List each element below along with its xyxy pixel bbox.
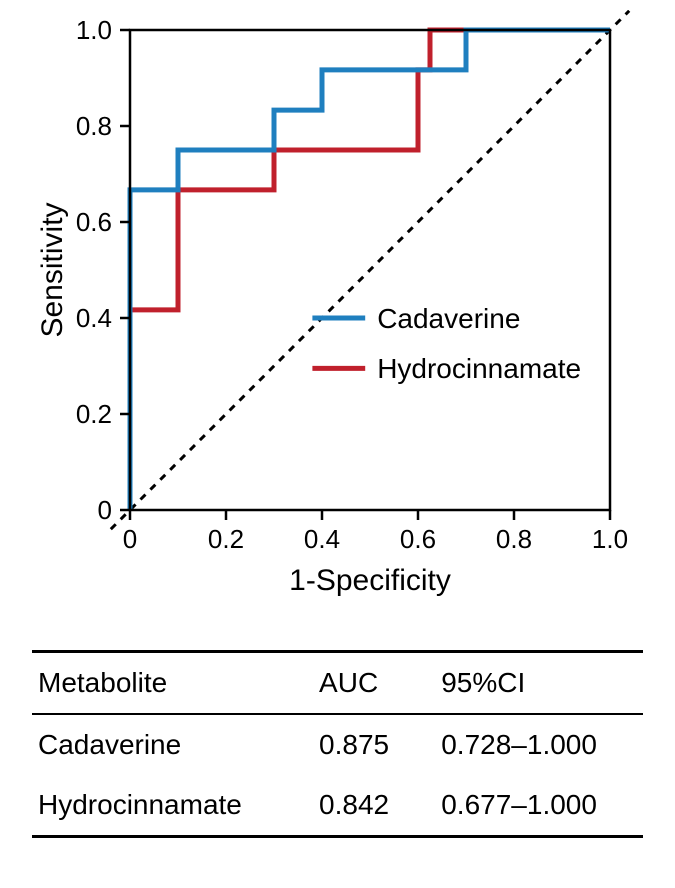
svg-text:1-Specificity: 1-Specificity [289, 564, 451, 597]
svg-text:0.6: 0.6 [76, 207, 112, 237]
svg-text:0.2: 0.2 [76, 399, 112, 429]
roc-chart-svg: 0 0.2 0.4 0.6 0.8 1.0 0 0.2 0.4 0.6 0.8 1.0 1-Specif… [40, 10, 650, 610]
svg-text:1.0: 1.0 [592, 524, 628, 554]
svg-text:Sensitivity: Sensitivity [40, 202, 69, 337]
svg-text:0.4: 0.4 [304, 524, 340, 554]
table-cell-metabolite: Cadaverine [32, 714, 313, 775]
table-header-row: Metabolite AUC 95%CI [32, 652, 643, 715]
table-header-metabolite: Metabolite [32, 652, 313, 715]
svg-text:Hydrocinnamate: Hydrocinnamate [377, 353, 581, 384]
table-cell-auc: 0.842 [313, 775, 435, 837]
svg-text:0.8: 0.8 [496, 524, 532, 554]
page-root: 0 0.2 0.4 0.6 0.8 1.0 0 0.2 0.4 0.6 0.8 1.0 1-Specif… [0, 0, 675, 888]
table-cell-metabolite: Hydrocinnamate [32, 775, 313, 837]
table-cell-ci: 0.728–1.000 [435, 714, 643, 775]
table-header-ci: 95%CI [435, 652, 643, 715]
svg-text:0.8: 0.8 [76, 111, 112, 141]
table-header-auc: AUC [313, 652, 435, 715]
svg-text:0: 0 [123, 524, 137, 554]
table-cell-auc: 0.875 [313, 714, 435, 775]
roc-chart: 0 0.2 0.4 0.6 0.8 1.0 0 0.2 0.4 0.6 0.8 1.0 1-Specif… [40, 10, 650, 610]
table-cell-ci: 0.677–1.000 [435, 775, 643, 837]
table-row: Cadaverine 0.875 0.728–1.000 [32, 714, 643, 775]
svg-text:0.2: 0.2 [208, 524, 244, 554]
roc-table: Metabolite AUC 95%CI Cadaverine 0.875 0.… [32, 650, 643, 838]
svg-text:0: 0 [98, 495, 112, 525]
roc-table-area: Metabolite AUC 95%CI Cadaverine 0.875 0.… [32, 650, 643, 838]
table-row: Hydrocinnamate 0.842 0.677–1.000 [32, 775, 643, 837]
svg-text:0.4: 0.4 [76, 303, 112, 333]
svg-text:Cadaverine: Cadaverine [377, 303, 520, 334]
svg-text:0.6: 0.6 [400, 524, 436, 554]
svg-text:1.0: 1.0 [76, 15, 112, 45]
